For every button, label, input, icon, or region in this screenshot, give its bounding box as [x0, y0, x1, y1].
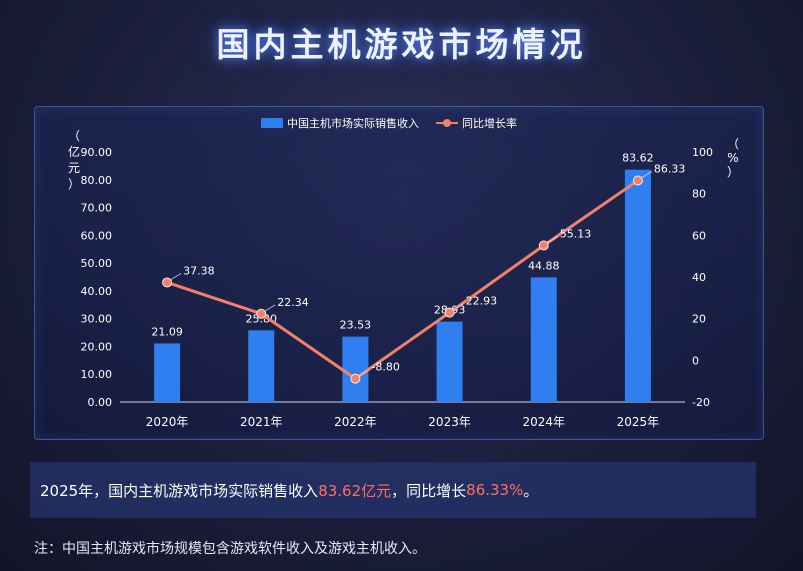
right-axis-unit-char: ）	[727, 165, 739, 179]
growth-point	[632, 175, 643, 186]
x-tick-label: 2024年	[522, 415, 565, 429]
left-tick-label: 50.00	[81, 257, 113, 270]
bar-value-label: 83.62	[622, 152, 654, 165]
right-axis-unit-char: %	[727, 151, 738, 165]
right-tick-label: 60	[692, 229, 706, 242]
growth-point	[256, 308, 267, 319]
right-tick-label: 100	[692, 146, 713, 159]
label-leader	[453, 303, 464, 310]
label-leader	[265, 304, 276, 312]
growth-point	[444, 307, 455, 318]
left-axis-unit-char: 亿	[68, 144, 80, 159]
right-tick-label: -20	[692, 396, 710, 409]
line-value-label: 86.33	[654, 162, 686, 175]
line-value-label: 22.93	[466, 295, 498, 308]
legend-bar-label: 中国主机市场实际销售收入	[287, 116, 419, 130]
growth-line	[166, 179, 639, 381]
left-tick-label: 0.00	[88, 396, 113, 409]
left-tick-label: 60.00	[81, 229, 113, 242]
right-tick-label: 80	[692, 188, 706, 201]
summary-suffix: 。	[523, 481, 539, 500]
growth-point	[162, 277, 173, 288]
growth-point	[538, 240, 549, 251]
bar-value-label: 23.53	[340, 319, 372, 332]
bar	[248, 330, 275, 402]
left-axis-unit-char: （	[68, 129, 80, 143]
bar	[436, 321, 463, 402]
left-tick-label: 90.00	[81, 146, 113, 159]
page-title: 国内主机游戏市场情况	[216, 25, 587, 64]
label-leader	[547, 236, 558, 243]
summary-prefix: 2025年，国内主机游戏市场实际销售收入	[40, 481, 319, 500]
right-tick-label: 0	[692, 354, 699, 367]
bar-value-label: 21.09	[151, 325, 183, 338]
left-tick-label: 40.00	[81, 285, 113, 298]
summary-growth: 86.33%	[466, 481, 524, 499]
right-tick-label: 40	[692, 271, 706, 284]
x-tick-label: 2022年	[334, 415, 377, 429]
label-leader	[359, 369, 370, 377]
legend-line-label: 同比增长率	[462, 116, 517, 130]
left-axis-unit-char: 元	[68, 161, 80, 175]
left-tick-label: 70.00	[81, 202, 113, 215]
x-tick-label: 2020年	[146, 415, 189, 429]
summary-middle: ，同比增长	[391, 481, 467, 500]
line-value-label: 55.13	[560, 227, 592, 240]
growth-point	[350, 373, 361, 384]
bar	[624, 169, 651, 402]
x-tick-label: 2023年	[428, 415, 471, 429]
left-axis-unit-char: ）	[68, 177, 80, 191]
legend-line-marker	[443, 119, 451, 127]
right-axis-unit-char: （	[727, 137, 739, 151]
left-tick-label: 80.00	[81, 174, 113, 187]
summary-box: 2025年，国内主机游戏市场实际销售收入 83.62亿元 ，同比增长 86.33%。	[30, 462, 756, 518]
line-value-label: 37.38	[183, 264, 215, 277]
footnote: 注：中国主机游戏市场规模包含游戏软件收入及游戏主机收入。	[34, 541, 426, 557]
bar	[154, 343, 181, 402]
left-tick-label: 10.00	[81, 368, 113, 381]
legend-bar-swatch	[261, 118, 283, 128]
line-value-label: 22.34	[277, 296, 309, 309]
bar-value-label: 25.80	[246, 312, 278, 325]
label-leader	[170, 273, 182, 280]
bar	[530, 277, 557, 402]
line-value-label: -8.80	[371, 361, 399, 374]
label-leader	[641, 171, 653, 178]
x-tick-label: 2025年	[617, 415, 660, 429]
bar	[342, 336, 369, 402]
left-tick-label: 30.00	[81, 313, 113, 326]
left-tick-label: 20.00	[81, 340, 113, 353]
summary-revenue: 83.62亿元	[318, 481, 392, 500]
x-tick-label: 2021年	[240, 415, 283, 429]
right-tick-label: 20	[692, 313, 706, 326]
bar-value-label: 44.88	[528, 259, 560, 272]
